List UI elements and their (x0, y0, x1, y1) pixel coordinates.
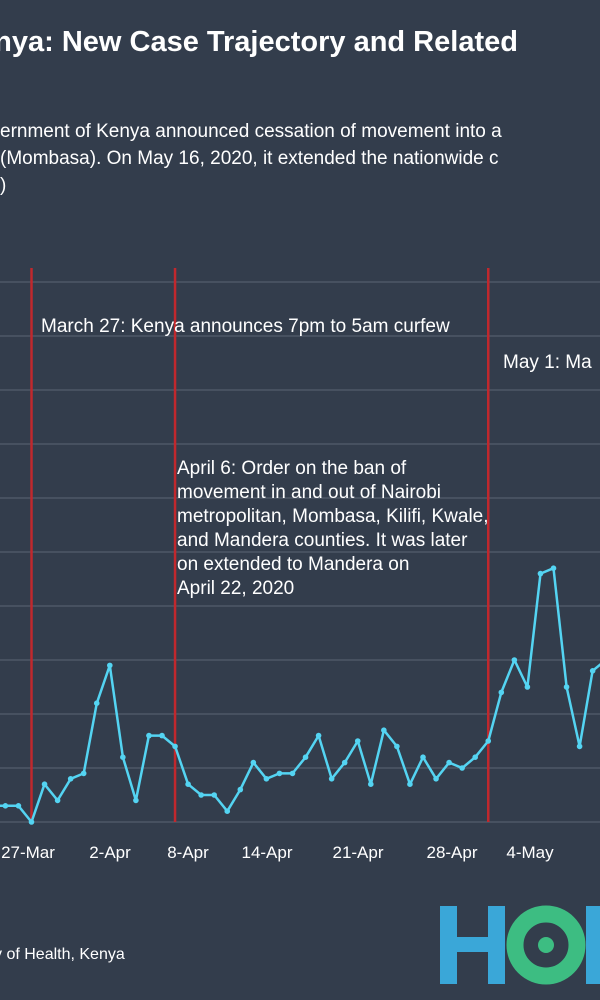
data-point (237, 786, 244, 793)
x-tick-label: 4-May (506, 843, 554, 862)
data-point (341, 759, 348, 766)
data-point (198, 792, 204, 798)
logo-h (440, 906, 505, 984)
data-point (41, 781, 48, 787)
data-point (315, 732, 322, 739)
data-point (67, 776, 74, 782)
annotation-line: April 22, 2020 (177, 578, 294, 599)
data-point (159, 732, 165, 739)
annotation-line: metropolitan, Mombasa, Kilifi, Kwale, (177, 506, 489, 527)
x-tick-label: 8-Apr (167, 843, 209, 862)
event-lines (30, 268, 490, 822)
data-point (2, 803, 9, 809)
data-point (211, 792, 217, 798)
x-tick-label: 21-Apr (332, 843, 383, 862)
gridlines (0, 281, 600, 823)
logo-o (506, 905, 586, 985)
annotation-line: May 1: Ma (503, 352, 592, 373)
data-point (589, 668, 596, 674)
data-point (107, 662, 113, 669)
data-point (54, 797, 61, 804)
data-point (537, 570, 544, 577)
data-point (446, 759, 452, 766)
series-new-cases (0, 565, 600, 825)
event-annotation: March 27: Kenya announces 7pm to 5am cur… (41, 316, 450, 337)
data-point (485, 738, 492, 744)
data-point (368, 781, 374, 787)
data-point (93, 700, 100, 706)
annotation-line: on extended to Mandera on (177, 554, 409, 575)
data-point (185, 781, 191, 787)
data-point (172, 743, 178, 750)
annotation-line: movement in and out of Nairobi (177, 482, 441, 503)
data-point (511, 657, 518, 663)
data-point (133, 797, 139, 804)
data-point (563, 684, 570, 690)
data-point (224, 808, 231, 814)
data-point (289, 770, 296, 777)
x-tick-label: 27-Mar (1, 843, 55, 862)
source-note: y of Health, Kenya (0, 946, 125, 963)
series-line (0, 566, 600, 824)
event-annotations: March 27: Kenya announces 7pm to 5am cur… (41, 316, 592, 599)
annotation-line: April 6: Order on the ban of (177, 458, 407, 479)
x-axis-ticks: 27-Mar 2-Apr 8-Apr 14-Apr 21-Apr 28-Apr 4-May (1, 843, 554, 862)
logo (440, 905, 600, 985)
subtitle-line: ) (0, 175, 7, 196)
data-point (15, 803, 22, 809)
event-annotation: April 6: Order on the ban of movement in … (177, 458, 489, 599)
data-point (524, 684, 531, 690)
data-point (433, 776, 439, 782)
data-point (354, 738, 361, 744)
line-chart: 27-Mar 2-Apr 8-Apr 14-Apr 21-Apr 28-Apr 4-May … (0, 268, 600, 862)
data-point (28, 819, 35, 825)
data-point (263, 776, 270, 782)
data-point (550, 565, 557, 571)
event-annotation: May 1: Ma (503, 352, 592, 373)
data-point (328, 776, 335, 782)
data-point (146, 732, 152, 739)
data-point (381, 727, 387, 733)
data-point (302, 754, 309, 760)
data-point (80, 770, 87, 777)
data-point (459, 765, 465, 771)
subtitle-line: (Mombasa). On May 16, 2020, it extended … (0, 148, 499, 169)
data-point (420, 754, 426, 760)
data-point (472, 754, 479, 760)
data-point (120, 754, 126, 760)
data-point (250, 759, 257, 766)
data-point (498, 689, 505, 696)
annotation-line: and Mandera counties. It was later (177, 530, 468, 551)
x-tick-label: 14-Apr (241, 843, 292, 862)
chart-title: enya: New Case Trajectory and Related (0, 26, 518, 58)
data-point (394, 743, 400, 750)
data-point (576, 743, 583, 750)
x-tick-label: 28-Apr (426, 843, 477, 862)
annotation-line: March 27: Kenya announces 7pm to 5am cur… (41, 316, 450, 337)
data-point (276, 770, 283, 777)
data-point (407, 781, 413, 787)
subtitle-line: ernment of Kenya announced cessation of … (0, 121, 502, 142)
logo-p (586, 906, 600, 984)
x-tick-label: 2-Apr (89, 843, 131, 862)
chart-subtitle: ernment of Kenya announced cessation of … (0, 118, 502, 199)
